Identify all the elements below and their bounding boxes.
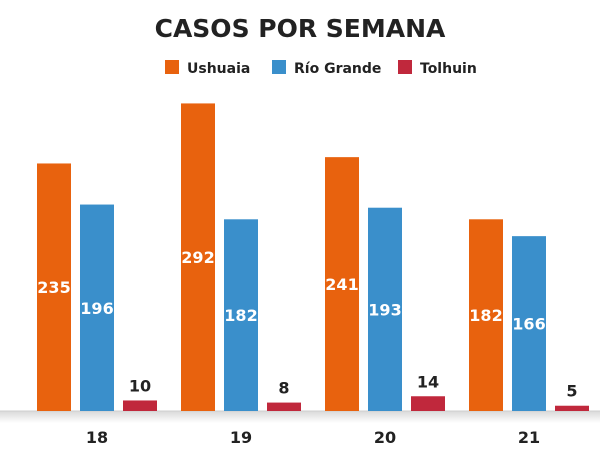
bar-tolhuin-week-18 <box>123 400 157 411</box>
baseline-shadow <box>0 411 600 423</box>
x-tick-labels: 18 19 20 21 <box>86 428 540 447</box>
bar-ushuaia-week-18 <box>37 163 71 411</box>
legend-swatch-tolhuin <box>398 60 412 74</box>
bar-tolhuin-week-21 <box>555 405 589 411</box>
x-tick-week-19: 19 <box>230 428 252 447</box>
data-label-tolhuin-week-18: 10 <box>129 376 151 395</box>
bar-rio-grande-week-19 <box>224 219 258 411</box>
x-tick-week-21: 21 <box>518 428 540 447</box>
data-label-ushuaia-week-18: 235 <box>37 278 70 297</box>
bar-rio-grande-week-20 <box>368 207 402 411</box>
data-label-rio-grande-week-18: 196 <box>80 299 113 318</box>
data-label-tolhuin-week-19: 8 <box>278 379 289 398</box>
legend-label-rio-grande: Río Grande <box>294 61 381 77</box>
bar-rio-grande-week-18 <box>80 204 114 411</box>
x-tick-week-20: 20 <box>374 428 396 447</box>
data-label-tolhuin-week-20: 14 <box>417 372 439 391</box>
data-labels-layer: 235 196 10 292 182 8 241 193 14 182 166 5 <box>37 248 577 401</box>
data-label-rio-grande-week-19: 182 <box>224 306 257 325</box>
data-label-ushuaia-week-21: 182 <box>469 306 502 325</box>
legend: Ushuaia Río Grande Tolhuin <box>165 60 477 77</box>
bar-rio-grande-week-21 <box>512 236 546 411</box>
data-label-rio-grande-week-21: 166 <box>512 315 545 334</box>
legend-label-ushuaia: Ushuaia <box>187 61 250 77</box>
bar-tolhuin-week-19 <box>267 402 301 411</box>
chart-title: CASOS POR SEMANA <box>155 14 446 43</box>
legend-swatch-rio-grande <box>272 60 286 74</box>
bar-ushuaia-week-19 <box>181 103 215 411</box>
x-tick-week-18: 18 <box>86 428 108 447</box>
bar-ushuaia-week-20 <box>325 157 359 411</box>
data-label-tolhuin-week-21: 5 <box>566 382 577 401</box>
data-label-ushuaia-week-19: 292 <box>181 248 214 267</box>
legend-swatch-ushuaia <box>165 60 179 74</box>
data-label-rio-grande-week-20: 193 <box>368 300 401 319</box>
legend-label-tolhuin: Tolhuin <box>420 61 477 77</box>
bars-layer <box>37 103 589 411</box>
bar-ushuaia-week-21 <box>469 219 503 411</box>
bar-tolhuin-week-20 <box>411 396 445 411</box>
data-label-ushuaia-week-20: 241 <box>325 275 358 294</box>
